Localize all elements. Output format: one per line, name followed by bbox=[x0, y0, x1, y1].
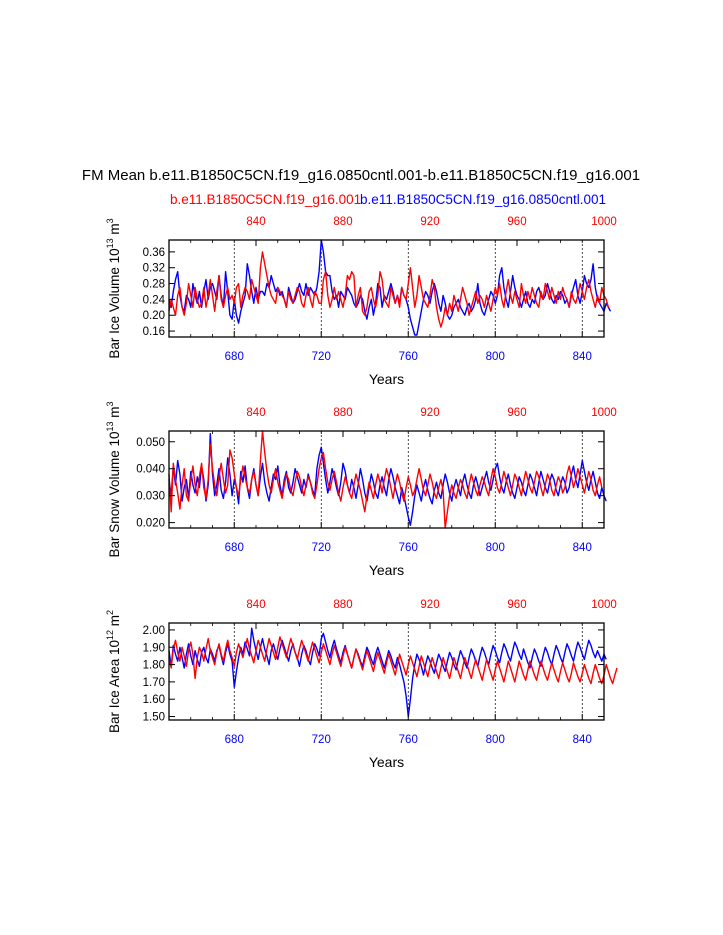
series-line-blue bbox=[168, 239, 612, 336]
y-tick-label: 0.28 bbox=[143, 279, 165, 291]
top-x-tick-label: 920 bbox=[420, 407, 439, 419]
x-axis-title: Years bbox=[369, 371, 404, 387]
x-tick-label: 760 bbox=[399, 734, 418, 746]
y-axis-title: Bar Ice Area 1012 m2 bbox=[105, 610, 122, 733]
series-line-blue bbox=[168, 627, 607, 718]
x-axis-title: Years bbox=[369, 754, 404, 770]
top-x-tick-label: 1000 bbox=[591, 599, 617, 611]
x-tick-label: 760 bbox=[399, 542, 418, 554]
y-tick-label: 0.050 bbox=[136, 437, 165, 449]
x-tick-label: 680 bbox=[225, 734, 244, 746]
panel-1: 680 720 760 800 840 840 880 920 960 1000 0.16 0.20 0… bbox=[105, 216, 617, 387]
panel-3: 680 720 760 800 840 840 880 920 960 1000 1.50 1.60 1… bbox=[105, 599, 618, 770]
top-x-tick-label: 880 bbox=[333, 599, 352, 611]
y-tick-label: 0.36 bbox=[143, 247, 165, 259]
y-tick-label: 1.90 bbox=[143, 642, 165, 654]
x-tick-label: 760 bbox=[399, 351, 418, 363]
top-x-tick-label: 840 bbox=[246, 216, 265, 228]
y-tick-label: 0.020 bbox=[136, 518, 165, 530]
y-tick-label: 1.80 bbox=[143, 660, 165, 672]
top-x-tick-label: 960 bbox=[507, 407, 526, 419]
top-x-tick-label: 840 bbox=[246, 599, 265, 611]
series-line-red bbox=[168, 251, 610, 328]
x-tick-label: 720 bbox=[312, 734, 331, 746]
top-x-tick-label: 880 bbox=[333, 216, 352, 228]
y-tick-label: 0.040 bbox=[136, 464, 165, 476]
y-tick-label: 0.030 bbox=[136, 491, 165, 503]
x-tick-label: 840 bbox=[573, 542, 592, 554]
x-tick-label: 680 bbox=[225, 351, 244, 363]
panel-2: 680 720 760 800 840 840 880 920 960 1000 0.020 0.03… bbox=[105, 401, 617, 578]
y-axis-title: Bar Ice Volume 1013 m3 bbox=[105, 218, 122, 358]
y-tick-label: 2.00 bbox=[143, 625, 165, 637]
legend-case-blue: b.e11.B1850C5CN.f19_g16.0850cntl.001 bbox=[360, 192, 606, 207]
y-tick-label: 0.24 bbox=[143, 294, 166, 306]
top-x-tick-label: 960 bbox=[507, 216, 526, 228]
y-axis-title: Bar Snow Volume 1013 m3 bbox=[105, 401, 122, 557]
series-line-red bbox=[168, 430, 603, 529]
y-tick-label: 1.70 bbox=[143, 677, 165, 689]
x-axis-title: Years bbox=[369, 562, 404, 578]
figure-title: FM Mean b.e11.B1850C5CN.f19_g16.0850cntl… bbox=[82, 167, 640, 184]
legend-case-red: b.e11.B1850C5CN.f19_g16.001 bbox=[170, 192, 361, 207]
top-x-tick-label: 960 bbox=[507, 599, 526, 611]
top-x-tick-label: 880 bbox=[333, 407, 352, 419]
x-tick-label: 800 bbox=[486, 351, 505, 363]
series-line-red bbox=[168, 636, 618, 685]
x-tick-label: 800 bbox=[486, 542, 505, 554]
top-x-tick-label: 920 bbox=[420, 599, 439, 611]
x-tick-label: 840 bbox=[573, 734, 592, 746]
y-tick-label: 0.16 bbox=[143, 326, 165, 338]
y-tick-label: 1.60 bbox=[143, 694, 165, 706]
x-tick-label: 840 bbox=[573, 351, 592, 363]
y-tick-label: 0.32 bbox=[143, 263, 165, 275]
top-x-tick-label: 840 bbox=[246, 407, 265, 419]
y-tick-label: 1.50 bbox=[143, 712, 165, 724]
top-x-tick-label: 1000 bbox=[591, 216, 617, 228]
x-tick-label: 720 bbox=[312, 542, 331, 554]
top-x-tick-label: 1000 bbox=[591, 407, 617, 419]
top-x-tick-label: 920 bbox=[420, 216, 439, 228]
x-tick-label: 680 bbox=[225, 542, 244, 554]
x-tick-label: 720 bbox=[312, 351, 331, 363]
x-tick-label: 800 bbox=[486, 734, 505, 746]
panels-container: 680 720 760 800 840 840 880 920 960 1000 0.16 0.20 0… bbox=[105, 216, 618, 770]
y-tick-label: 0.20 bbox=[143, 310, 165, 322]
